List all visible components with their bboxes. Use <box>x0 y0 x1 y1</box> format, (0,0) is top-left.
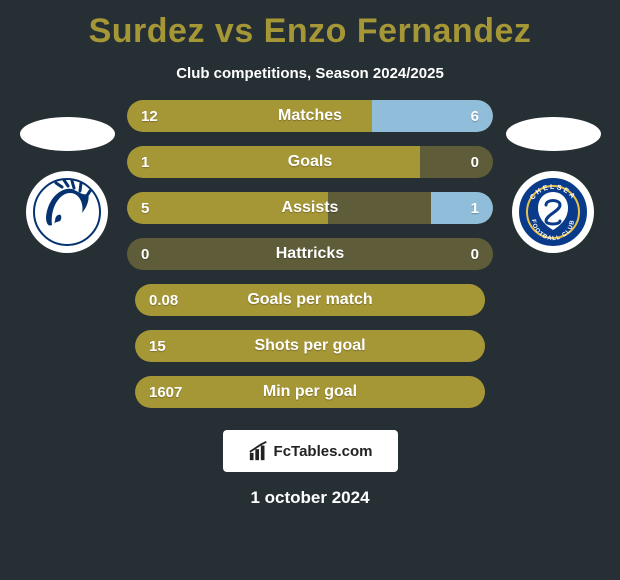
date-text: 1 october 2024 <box>0 488 620 508</box>
player-left-badge <box>26 171 108 253</box>
brand-badge[interactable]: FcTables.com <box>223 430 398 472</box>
stat-row: 12Matches6 <box>127 100 493 132</box>
chart-icon <box>248 440 270 462</box>
stat-label: Matches <box>127 107 493 125</box>
subtitle: Club competitions, Season 2024/2025 <box>0 65 620 82</box>
player-right-avatar <box>506 117 601 151</box>
player-right-badge: CHELSEA FOOTBALL CLUB <box>512 171 594 253</box>
chelsea-badge-icon: CHELSEA FOOTBALL CLUB <box>516 175 590 249</box>
stat-value-right: 1 <box>471 200 479 217</box>
stat-label: Goals per match <box>135 291 485 309</box>
player-right-col: CHELSEA FOOTBALL CLUB <box>498 117 608 253</box>
stats-main: 12Matches61Goals05Assists10Hattricks0 <box>122 100 498 270</box>
stat-row: 5Assists1 <box>127 192 493 224</box>
stat-row: 0Hattricks0 <box>127 238 493 270</box>
page-title: Surdez vs Enzo Fernandez <box>0 0 620 51</box>
stat-value-right: 0 <box>471 246 479 263</box>
brand-text: FcTables.com <box>274 443 373 460</box>
player-left-avatar <box>20 117 115 151</box>
stat-value-right: 0 <box>471 154 479 171</box>
stat-label: Goals <box>127 153 493 171</box>
stat-row: 1607Min per goal <box>135 376 485 408</box>
stat-label: Assists <box>127 199 493 217</box>
stat-label: Shots per goal <box>135 337 485 355</box>
stat-row: 1Goals0 <box>127 146 493 178</box>
stat-row: 15Shots per goal <box>135 330 485 362</box>
comparison-row: 12Matches61Goals05Assists10Hattricks0 CH… <box>0 100 620 270</box>
stat-value-right: 6 <box>471 108 479 125</box>
stat-label: Min per goal <box>135 383 485 401</box>
stats-extra: 0.08Goals per match 15Shots per goal 1607M… <box>135 284 485 408</box>
indian-head-icon <box>32 177 102 247</box>
stat-label: Hattricks <box>127 245 493 263</box>
player-left-col <box>12 117 122 253</box>
stat-row: 0.08Goals per match <box>135 284 485 316</box>
